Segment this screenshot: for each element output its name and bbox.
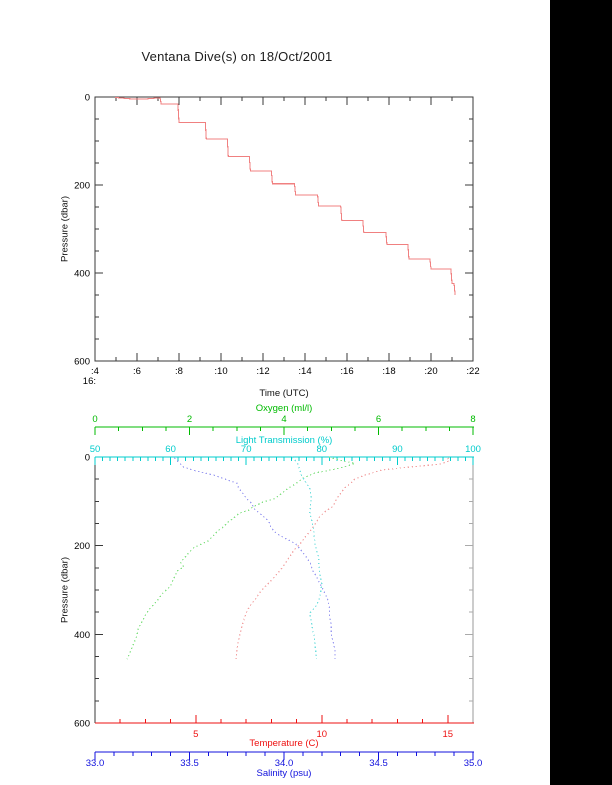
svg-text:34.0: 34.0 <box>275 758 294 769</box>
top-plot-depth-line <box>114 96 456 296</box>
svg-text:5: 5 <box>193 729 198 740</box>
oxygen-axis-title: Oxygen (ml/l) <box>255 403 313 414</box>
svg-text:35.0: 35.0 <box>464 758 483 769</box>
salinity-axis-title: Salinity (psu) <box>256 768 312 779</box>
svg-text:100: 100 <box>465 444 481 455</box>
svg-text:8: 8 <box>470 414 475 425</box>
svg-text:50: 50 <box>90 444 101 455</box>
svg-text:33.0: 33.0 <box>86 758 105 769</box>
ctd-profile-curves <box>126 456 450 660</box>
svg-text:80: 80 <box>317 444 328 455</box>
right-letterbox-bar <box>550 0 612 785</box>
temperature-axis: 5 10 15 <box>95 715 474 740</box>
light-transmission-axis-title: Light Transmission (%) <box>235 435 333 446</box>
svg-text::4: :4 <box>91 366 99 377</box>
svg-text::18: :18 <box>382 366 395 377</box>
svg-text:15: 15 <box>443 729 454 740</box>
oxygen-axis: 0 2 4 6 8 <box>92 414 476 435</box>
svg-text::14: :14 <box>298 366 311 377</box>
svg-text:0: 0 <box>85 453 90 464</box>
bottom-plot-frame: 0 200 400 600 <box>74 453 474 730</box>
svg-text:70: 70 <box>241 444 252 455</box>
svg-text::12: :12 <box>256 366 269 377</box>
svg-text:200: 200 <box>74 541 90 552</box>
top-plot-x-axis-label: Time (UTC) <box>259 388 309 399</box>
svg-text:400: 400 <box>74 630 90 641</box>
salinity-axis: 33.0 33.5 34.0 34.5 35.0 <box>86 751 483 769</box>
svg-text:600: 600 <box>74 357 90 368</box>
svg-text::8: :8 <box>175 366 183 377</box>
temperature-axis-title: Temperature (C) <box>249 738 319 749</box>
light-transmission-axis: 50 60 70 80 90 100 <box>90 444 481 465</box>
svg-text:0: 0 <box>85 93 90 104</box>
svg-text:34.5: 34.5 <box>369 758 388 769</box>
svg-text:4: 4 <box>281 414 286 425</box>
svg-text:0: 0 <box>92 414 97 425</box>
svg-text:6: 6 <box>376 414 381 425</box>
svg-text::16: :16 <box>340 366 353 377</box>
svg-text:2: 2 <box>187 414 192 425</box>
svg-text:10: 10 <box>317 729 328 740</box>
svg-text:600: 600 <box>74 719 90 730</box>
svg-text::6: :6 <box>133 366 141 377</box>
svg-text:200: 200 <box>74 181 90 192</box>
svg-text:16:: 16: <box>83 376 96 387</box>
svg-text:60: 60 <box>165 444 176 455</box>
svg-text::10: :10 <box>214 366 227 377</box>
svg-text::20: :20 <box>424 366 437 377</box>
figure-title: Ventana Dive(s) on 18/Oct/2001 <box>141 49 333 64</box>
top-plot-frame: :4 :6 :8 :10 :12 :14 :16 :18 :20 :22 0 200 400 600 16: <box>74 93 479 388</box>
svg-text::22: :22 <box>466 366 479 377</box>
svg-text:400: 400 <box>74 269 90 280</box>
svg-text:33.5: 33.5 <box>180 758 199 769</box>
svg-text:90: 90 <box>392 444 403 455</box>
